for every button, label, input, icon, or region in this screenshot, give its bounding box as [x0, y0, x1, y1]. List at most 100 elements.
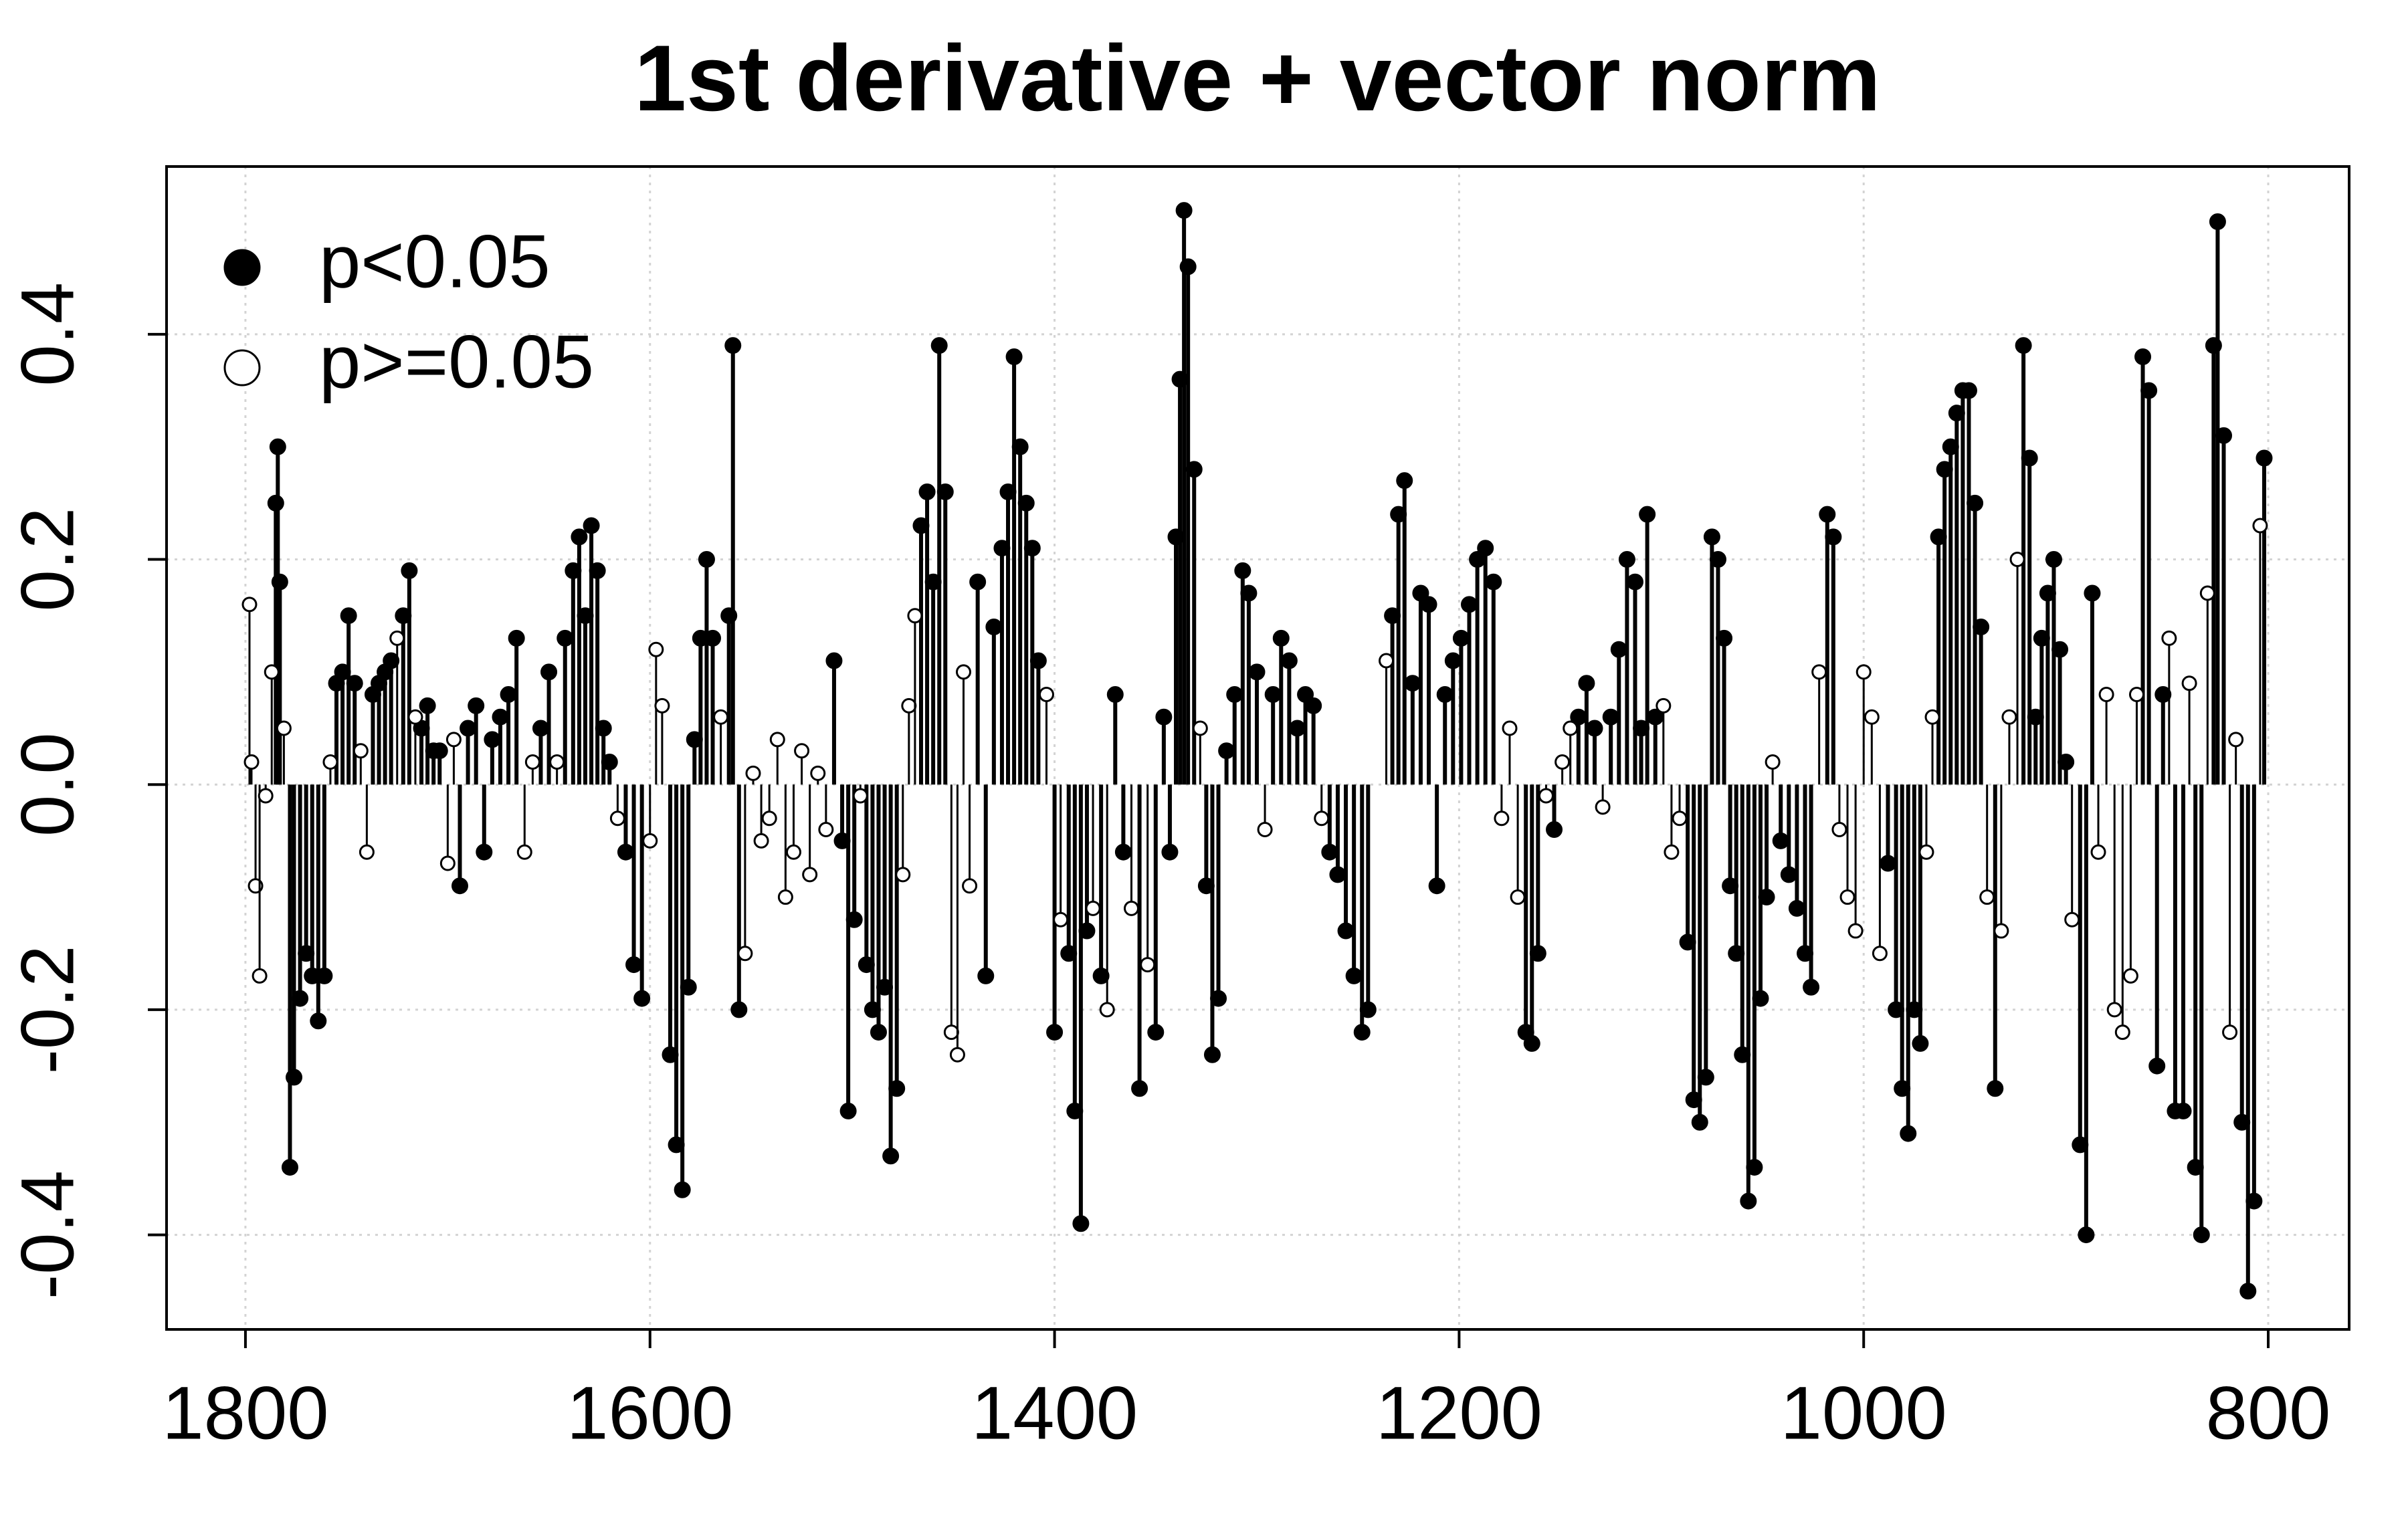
point — [785, 844, 801, 860]
point — [1900, 1125, 1917, 1142]
point — [1053, 911, 1069, 928]
point — [2128, 687, 2144, 703]
point — [2154, 686, 2172, 703]
point — [492, 708, 509, 726]
point — [1740, 1192, 1757, 1210]
point — [1192, 720, 1208, 736]
point — [1664, 844, 1680, 860]
point — [1329, 866, 1346, 883]
point — [1811, 664, 1827, 680]
point — [777, 889, 793, 905]
point — [1359, 1001, 1377, 1018]
point — [2001, 709, 2017, 725]
point — [1023, 540, 1041, 557]
point — [724, 337, 742, 354]
point — [1780, 866, 1797, 883]
point — [1586, 720, 1603, 737]
point — [571, 528, 588, 546]
point — [1147, 1024, 1165, 1041]
point — [698, 551, 715, 568]
point — [1203, 1046, 1221, 1063]
point — [1803, 978, 1820, 996]
point — [2134, 348, 2152, 366]
point — [1314, 810, 1330, 827]
point — [1240, 584, 1258, 602]
point — [500, 686, 517, 703]
point — [1554, 754, 1571, 770]
x-tick-label: 1000 — [1781, 1372, 1947, 1455]
point — [1529, 945, 1546, 962]
point — [1078, 922, 1096, 940]
point — [2215, 427, 2233, 444]
point — [2245, 1192, 2263, 1210]
point — [2140, 382, 2158, 399]
point — [737, 946, 753, 962]
point — [1979, 889, 1995, 905]
point — [818, 822, 834, 838]
point — [583, 517, 600, 534]
y-tick-label: 0.4 — [6, 282, 90, 387]
point — [2045, 551, 2062, 568]
point — [419, 697, 436, 714]
point — [431, 742, 448, 760]
point — [825, 652, 843, 669]
point — [439, 855, 456, 871]
point — [1092, 967, 1110, 984]
point — [340, 607, 357, 625]
point — [943, 1024, 959, 1041]
point — [2228, 732, 2244, 748]
point — [276, 720, 292, 736]
point — [2252, 518, 2268, 534]
point — [557, 629, 574, 647]
point — [286, 1069, 303, 1086]
point — [540, 663, 558, 681]
point — [895, 867, 911, 883]
point — [870, 1024, 887, 1041]
point — [802, 867, 818, 883]
point — [1297, 686, 1314, 703]
point — [1046, 1024, 1064, 1041]
point — [1436, 686, 1453, 703]
point — [1404, 675, 1421, 692]
point — [1709, 551, 1726, 568]
legend-marker — [223, 349, 261, 387]
point — [1379, 653, 1395, 669]
point — [1412, 584, 1429, 602]
point — [1085, 900, 1101, 916]
point — [1672, 810, 1688, 827]
point — [985, 619, 1003, 636]
point — [1912, 1035, 1929, 1052]
point — [2098, 687, 2114, 703]
point — [704, 629, 722, 647]
point — [654, 697, 670, 714]
point — [1639, 506, 1656, 523]
point — [1563, 720, 1579, 736]
chart-title: 1st derivative + vector norm — [634, 25, 1881, 130]
point — [1345, 967, 1363, 984]
point — [1924, 709, 1940, 725]
legend-label: p>=0.05 — [319, 320, 594, 404]
point — [1618, 551, 1635, 568]
point — [2255, 449, 2273, 467]
point — [2078, 1226, 2095, 1244]
point — [1758, 889, 1775, 906]
point — [1510, 889, 1526, 905]
point — [2222, 1024, 2238, 1041]
point — [1428, 877, 1445, 895]
point — [389, 630, 405, 646]
point — [745, 765, 761, 781]
point — [1038, 687, 1054, 703]
point — [532, 720, 549, 737]
point — [346, 675, 363, 692]
point — [316, 967, 333, 984]
point — [383, 652, 400, 669]
point — [617, 843, 634, 861]
point — [1746, 1159, 1763, 1176]
y-tick-label: -0.2 — [6, 945, 90, 1074]
point — [936, 483, 954, 501]
point — [1772, 832, 1789, 849]
point — [1523, 1035, 1540, 1052]
point — [674, 1181, 691, 1198]
point — [267, 494, 284, 512]
point — [1185, 461, 1203, 478]
